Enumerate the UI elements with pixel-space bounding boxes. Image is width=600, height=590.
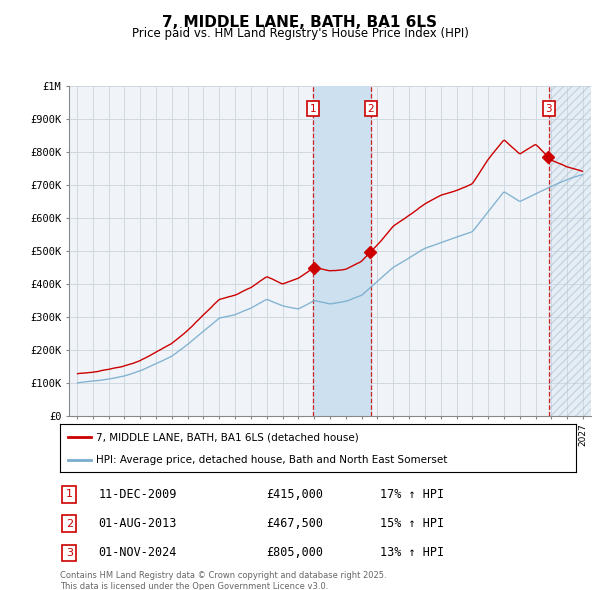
Text: 1: 1 bbox=[310, 104, 317, 114]
Text: 7, MIDDLE LANE, BATH, BA1 6LS (detached house): 7, MIDDLE LANE, BATH, BA1 6LS (detached … bbox=[96, 432, 359, 442]
Text: 2: 2 bbox=[66, 519, 73, 529]
Text: 3: 3 bbox=[545, 104, 552, 114]
Text: 11-DEC-2009: 11-DEC-2009 bbox=[98, 488, 177, 501]
Text: £805,000: £805,000 bbox=[266, 546, 323, 559]
Text: HPI: Average price, detached house, Bath and North East Somerset: HPI: Average price, detached house, Bath… bbox=[96, 455, 448, 465]
Text: 13% ↑ HPI: 13% ↑ HPI bbox=[380, 546, 444, 559]
Text: 17% ↑ HPI: 17% ↑ HPI bbox=[380, 488, 444, 501]
Text: £415,000: £415,000 bbox=[266, 488, 323, 501]
Text: 7, MIDDLE LANE, BATH, BA1 6LS: 7, MIDDLE LANE, BATH, BA1 6LS bbox=[163, 15, 437, 30]
Text: 15% ↑ HPI: 15% ↑ HPI bbox=[380, 517, 444, 530]
Text: Contains HM Land Registry data © Crown copyright and database right 2025.
This d: Contains HM Land Registry data © Crown c… bbox=[60, 571, 386, 590]
Bar bbox=[549, 86, 591, 416]
Text: 01-AUG-2013: 01-AUG-2013 bbox=[98, 517, 177, 530]
Text: 1: 1 bbox=[66, 490, 73, 499]
Text: 3: 3 bbox=[66, 548, 73, 558]
Text: 2: 2 bbox=[367, 104, 374, 114]
Text: 01-NOV-2024: 01-NOV-2024 bbox=[98, 546, 177, 559]
Bar bbox=[549, 86, 591, 416]
Bar bbox=[313, 86, 371, 416]
Text: Price paid vs. HM Land Registry's House Price Index (HPI): Price paid vs. HM Land Registry's House … bbox=[131, 27, 469, 40]
Text: £467,500: £467,500 bbox=[266, 517, 323, 530]
